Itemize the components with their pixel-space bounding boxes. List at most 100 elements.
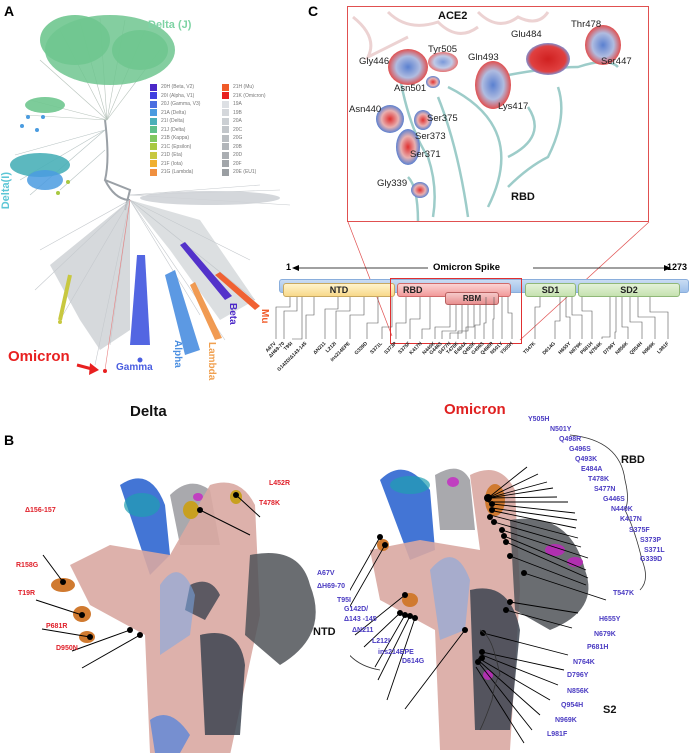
delta-mutation-d156-157: Δ156-157 (25, 507, 56, 514)
legend-item: 21F (Iota) (150, 160, 222, 169)
omicron-mutation-omicron_rbd_mutations: Y505H (528, 416, 550, 423)
omicron-mutation-omicron_ntd_mutations: L212I (372, 638, 390, 645)
legend-label: 19A (233, 101, 242, 108)
omicron-mutation-omicron_rbd_mutations: E484A (581, 466, 603, 473)
legend-label: 19B (233, 109, 242, 116)
spike-start-label: 1 (286, 262, 292, 272)
omicron-ntd-label: NTD (313, 626, 336, 638)
legend-label: 20J (Gamma, V3) (161, 101, 201, 108)
legend-item: 20B (222, 143, 280, 152)
legend-item: 20C (222, 126, 280, 135)
residue-ser447: Ser447 (601, 56, 632, 67)
residue-gln493: Gln493 (468, 52, 499, 63)
omicron-mutation-omicron_other_mutations: H655Y (599, 616, 621, 623)
legend-swatch (222, 109, 229, 117)
panel-c-letter: C (308, 3, 319, 19)
legend-swatch (222, 168, 229, 176)
legend-label: 20C (233, 126, 243, 133)
omicron-mutation-omicron_s2_mutations: N856K (567, 688, 589, 695)
spike-title: Omicron Spike (430, 262, 504, 273)
omicron-mutation-omicron_rbd_mutations: G446S (603, 496, 625, 503)
legend-label: 21A (Delta) (161, 109, 187, 116)
rbd-ace2-structure-view (347, 6, 649, 222)
residue-ser373: Ser373 (415, 131, 446, 142)
omicron-mutation-omicron_ntd_mutations: D614G (402, 658, 425, 665)
omicron-mutation-omicron_s2_mutations: Q954H (561, 702, 584, 709)
clade-label-beta: Beta (227, 303, 238, 325)
rbd-highlight-box (390, 278, 522, 344)
mutation-tick-lines (275, 297, 669, 340)
legend-item: 20A (222, 117, 280, 126)
legend-item: 21K (Omicron) (222, 92, 280, 101)
legend-swatch (150, 168, 157, 176)
residue-gly446: Gly446 (359, 56, 390, 67)
legend-swatch (150, 100, 157, 108)
legend-item: 21C (Epsilon) (150, 143, 222, 152)
omicron-mutation-omicron_s2_mutations: D796Y (567, 672, 589, 679)
legend-label: 20I (Alpha, V1) (161, 92, 195, 99)
omicron-spike-structure (350, 434, 646, 750)
legend-swatch (222, 134, 229, 142)
legend-label: 20D (233, 152, 243, 159)
omicron-mutation-omicron_rbd_mutations: N440K (611, 506, 633, 513)
omicron-mutation-omicron_ntd_mutations: A67V (317, 570, 335, 577)
omicron-mutation-omicron_rbd_mutations: Q493K (575, 456, 598, 463)
phylogenetic-tree (10, 15, 291, 375)
legend-label: 21B (Kappa) (161, 135, 190, 142)
legend-swatch (150, 143, 157, 151)
domain-sd1: SD1 (525, 283, 576, 297)
legend-label: 21I (Delta) (161, 118, 185, 125)
omicron-mutation-omicron_rbd_mutations: K417N (620, 516, 642, 523)
omicron-mutation-omicron_ntd_mutations: Δ143 -145 (344, 616, 377, 623)
structure-illustration (352, 10, 621, 221)
legend-swatch (150, 126, 157, 134)
legend-swatch (222, 160, 229, 168)
omicron-mutation-omicron_rbd_mutations: G496S (569, 446, 591, 453)
delta-mutation-p681r: P681R (46, 623, 68, 630)
legend-swatch (222, 151, 229, 159)
omicron-mutation-omicron_rbd_mutations: S477N (594, 486, 616, 493)
legend-label: 21D (Eta) (161, 152, 183, 159)
clade-label-alpha: Alpha (172, 340, 183, 368)
legend-item: 20F (222, 160, 280, 169)
omicron-mutation-omicron_other_mutations: N679K (594, 631, 616, 638)
legend-label: 20B (233, 143, 242, 150)
legend-swatch (222, 143, 229, 151)
delta-mutation-t19r: T19R (18, 590, 36, 597)
clade-label-mu: Mu (259, 309, 270, 324)
clade-label-omicron: Omicron (8, 348, 70, 365)
omicron-mutation-omicron_rbd_mutations: Q498R (559, 436, 582, 443)
omicron-mutation-omicron_s2_mutations: N764K (573, 659, 595, 666)
delta-mutation-r158g: R158G (16, 562, 39, 569)
omicron-mutation-omicron_other_mutations: T547K (613, 590, 635, 597)
legend-item: 21J (Delta) (150, 126, 222, 135)
legend-label: 21H (Mu) (233, 84, 254, 91)
legend-swatch (222, 126, 229, 134)
omicron-mutation-omicron_rbd_mutations: S375F (629, 527, 650, 534)
legend-label: 21F (Iota) (161, 160, 183, 167)
legend-swatch (150, 117, 157, 125)
legend-label: 21J (Delta) (161, 126, 186, 133)
delta-mutation-t478k: T478K (259, 500, 281, 507)
spike-end-label: 1273 (667, 262, 688, 272)
domain-sd2: SD2 (578, 283, 680, 297)
legend-label: 20E (EU1) (233, 169, 257, 176)
legend-label: 21K (Omicron) (233, 92, 266, 99)
omicron-title: Omicron (444, 401, 506, 418)
clade-label-delta-j: Delta (J) (148, 19, 192, 31)
omicron-mutation-omicron_ntd_mutations: T95I (337, 597, 352, 604)
legend-label: 21G (Lambda) (161, 169, 194, 176)
legend-label: 20F (233, 160, 242, 167)
clade-label-lambda: Lambda (206, 342, 217, 381)
legend-swatch (222, 117, 229, 125)
legend-item: 19A (222, 100, 280, 109)
omicron-mutation-omicron_rbd_mutations: S373P (640, 537, 662, 544)
legend-label: 21C (Epsilon) (161, 143, 192, 150)
delta-spike-structure (35, 478, 316, 753)
residue-glu484: Glu484 (511, 29, 542, 40)
legend-item: 20J (Gamma, V3) (150, 100, 222, 109)
domain-ntd: NTD (283, 283, 395, 297)
residue-thr478: Thr478 (571, 19, 602, 30)
legend-label: 20G (233, 135, 243, 142)
legend-swatch (150, 109, 157, 117)
